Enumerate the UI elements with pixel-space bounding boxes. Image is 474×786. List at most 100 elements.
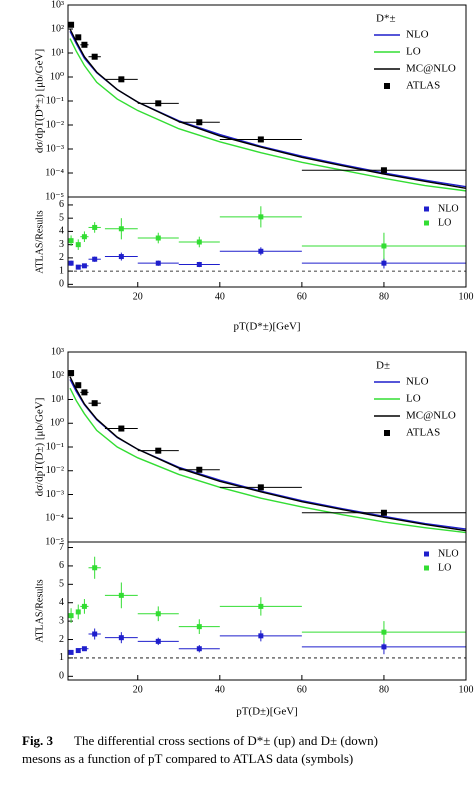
data-point: [92, 631, 98, 637]
y-tick-label: 10⁻²: [46, 465, 64, 476]
data-point: [75, 382, 82, 389]
data-point: [258, 248, 264, 254]
data-point: [196, 119, 203, 126]
y-tick-label: 6: [59, 560, 64, 571]
y-tick-label: 1: [59, 652, 64, 663]
data-point: [68, 370, 75, 377]
data-point: [91, 53, 98, 60]
data-point: [196, 239, 202, 245]
curve: [69, 376, 466, 532]
data-point: [155, 260, 161, 266]
legend-label: LO: [438, 562, 451, 573]
data-point: [155, 611, 161, 617]
y-tick-label: 10⁻⁵: [45, 536, 64, 547]
y-tick-label: 10⁻³: [46, 143, 64, 154]
data-point: [155, 638, 161, 644]
data-point: [75, 264, 81, 270]
x-tick-label: 20: [133, 291, 143, 302]
data-point: [155, 447, 162, 454]
curve: [69, 38, 466, 192]
data-point: [75, 242, 81, 248]
legend-swatch: [424, 565, 429, 571]
legend-label: ATLAS: [406, 80, 440, 92]
data-point: [258, 214, 264, 220]
legend-label: LO: [406, 46, 421, 58]
data-point: [118, 635, 124, 641]
data-point: [92, 256, 98, 262]
y-tick-label: 4: [59, 226, 64, 237]
y-axis-label: ATLAS/Results: [34, 210, 45, 273]
legend-label: ATLAS: [406, 427, 440, 439]
data-point: [68, 649, 74, 655]
data-point: [81, 646, 87, 652]
data-point: [155, 235, 161, 241]
y-axis-label: ATLAS/Results: [34, 579, 45, 642]
y-tick-label: 10¹: [51, 47, 64, 58]
x-tick-label: 80: [379, 291, 389, 302]
y-tick-label: 10⁰: [50, 71, 64, 82]
y-tick-label: 10¹: [51, 394, 64, 405]
x-tick-label: 40: [215, 684, 225, 695]
y-tick-label: 2: [59, 252, 64, 263]
x-tick-label: 100: [459, 291, 474, 302]
data-point: [381, 644, 387, 650]
data-point: [68, 613, 74, 619]
legend-label: MC@NLO: [406, 63, 456, 75]
data-point: [381, 243, 387, 249]
x-tick-label: 20: [133, 684, 143, 695]
data-point: [258, 603, 264, 609]
data-point: [92, 224, 98, 230]
data-point: [68, 238, 74, 244]
legend-label: NLO: [438, 548, 459, 559]
data-point: [75, 609, 81, 615]
curve: [69, 31, 466, 188]
data-point: [258, 633, 264, 639]
y-tick-label: 0: [59, 671, 64, 682]
x-tick-label: 100: [459, 684, 474, 695]
y-tick-label: 2: [59, 634, 64, 645]
legend-label: LO: [438, 217, 451, 228]
caption-label: Fig. 3: [22, 733, 54, 748]
data-point: [118, 226, 124, 232]
frame: [67, 196, 467, 288]
y-tick-label: 10⁻²: [46, 119, 64, 130]
y-tick-label: 10³: [51, 0, 64, 10]
x-axis-label: pT(D±)[GeV]: [236, 706, 298, 718]
x-tick-label: 60: [297, 291, 307, 302]
frame: [67, 541, 467, 681]
x-tick-label: 60: [297, 684, 307, 695]
y-tick-label: 10⁻⁴: [45, 513, 64, 524]
y-tick-label: 10⁻¹: [46, 95, 64, 106]
x-tick-label: 40: [215, 291, 225, 302]
curve: [69, 28, 466, 190]
legend-swatch: [424, 551, 429, 557]
data-point: [381, 629, 387, 635]
data-point: [196, 262, 202, 267]
y-tick-label: 10⁰: [50, 418, 64, 429]
data-point: [68, 21, 75, 28]
y-axis-label: dσ/dpT(D±) [μb/GeV]: [34, 398, 46, 497]
data-point: [75, 34, 82, 41]
y-tick-label: 5: [59, 212, 64, 223]
data-point: [81, 389, 88, 396]
legend-label: NLO: [406, 376, 429, 388]
data-point: [81, 263, 87, 269]
data-point: [381, 260, 387, 266]
data-point: [81, 41, 88, 48]
data-point: [118, 425, 125, 432]
x-tick-label: 80: [379, 684, 389, 695]
x-axis-label: pT(D*±)[GeV]: [233, 321, 300, 333]
y-tick-label: 3: [59, 239, 64, 250]
legend-label: NLO: [406, 29, 429, 41]
data-point: [380, 509, 387, 516]
y-tick-label: 7: [59, 542, 64, 553]
data-point: [257, 136, 264, 143]
data-point: [75, 648, 81, 654]
y-tick-label: 5: [59, 579, 64, 590]
data-point: [196, 624, 202, 630]
data-point: [81, 234, 87, 240]
legend-swatch: [424, 206, 429, 212]
data-point: [68, 260, 74, 266]
